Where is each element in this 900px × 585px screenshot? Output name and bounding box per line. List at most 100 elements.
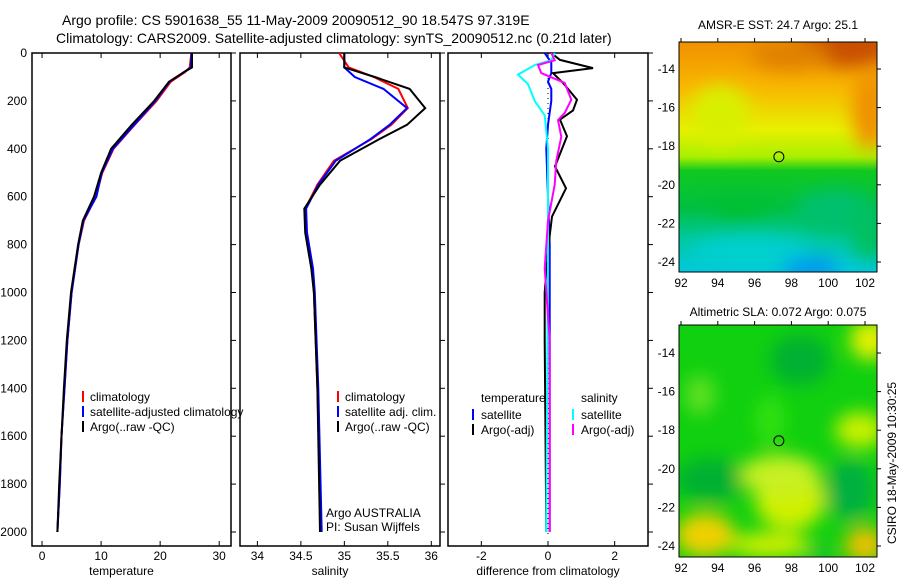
y-tick-label: 2000 — [0, 525, 27, 539]
map-title: Altimetric SLA: 0.072 Argo: 0.075 — [690, 305, 867, 319]
legend-swatch — [82, 391, 84, 402]
legend-header-temperature: temperature — [481, 391, 546, 405]
legend-header-salinity: salinity — [581, 391, 618, 405]
y-tick-label: 600 — [7, 190, 27, 204]
x-tick-label: 34.5 — [289, 549, 313, 563]
legend-swatch — [337, 391, 339, 402]
y-tick-label: 1600 — [0, 429, 27, 443]
legend-label: climatology — [345, 390, 405, 404]
title-line1: Argo profile: CS 5901638_55 11-May-2009 … — [62, 12, 530, 28]
field-blob — [845, 527, 877, 557]
x-axis-label: salinity — [312, 564, 349, 578]
x-tick-label: 35.5 — [376, 549, 400, 563]
x-tick-label: 2 — [611, 549, 618, 563]
field-blob — [835, 412, 877, 448]
field-blob — [730, 533, 810, 557]
field-blob — [750, 42, 830, 70]
lat-tick-label: -20 — [658, 462, 676, 476]
legend-label: climatology — [90, 390, 150, 404]
field-blob — [770, 335, 830, 385]
x-tick-label: 0 — [39, 549, 46, 563]
series-argo-raw-qc- — [303, 53, 427, 533]
map-field — [679, 325, 877, 557]
lon-tick-label: 92 — [674, 276, 688, 290]
y-tick-label: 0 — [20, 46, 27, 60]
field-blob — [852, 70, 877, 150]
lon-tick-label: 94 — [711, 276, 725, 290]
field-blob — [690, 85, 750, 145]
map-title: AMSR-E SST: 24.7 Argo: 25.1 — [698, 18, 858, 32]
title-line2: Climatology: CARS2009. Satellite-adjuste… — [56, 30, 612, 46]
legend-swatch — [472, 424, 474, 435]
field-blob — [805, 547, 835, 557]
series-salinity-argo-adj- — [536, 52, 573, 532]
legend-swatch — [572, 424, 574, 435]
field-blob — [690, 237, 810, 267]
lat-tick-label: -18 — [658, 423, 676, 437]
lon-tick-label: 98 — [785, 276, 799, 290]
series-argo-raw-qc- — [56, 53, 193, 533]
series-temperature-satellite — [543, 52, 553, 532]
field-blob — [850, 325, 877, 360]
sst-field — [679, 42, 877, 272]
map-frame — [678, 41, 878, 273]
y-tick-label: 1200 — [0, 333, 27, 347]
lon-tick-label: 100 — [818, 276, 838, 290]
x-tick-label: -2 — [476, 549, 487, 563]
argo-position-marker — [773, 435, 785, 447]
plot-frame — [239, 52, 441, 547]
panel-temperature: 0 10 20 30 temperature 0 200 400 600 800 1000 1200 1… — [0, 46, 243, 578]
legend-label: Argo(-adj) — [581, 423, 634, 437]
x-tick-label: 30 — [213, 549, 227, 563]
legend-label: satellite adj. clim. — [345, 405, 436, 419]
x-tick-label: 0 — [545, 549, 552, 563]
lat-tick-label: -14 — [658, 346, 676, 360]
field-blob — [782, 258, 838, 272]
legend-label: Argo(..raw -QC) — [90, 420, 175, 434]
annotation: PI: Susan Wijffels — [326, 520, 420, 534]
legend-swatch — [572, 409, 574, 420]
lon-tick-label: 96 — [748, 276, 762, 290]
field-blob — [679, 458, 745, 502]
lat-tick-label: -16 — [658, 101, 676, 115]
lat-tick-label: -18 — [658, 139, 676, 153]
lon-tick-label: 100 — [818, 561, 838, 575]
y-tick-label: 800 — [7, 238, 27, 252]
lat-tick-label: -22 — [658, 500, 676, 514]
lon-tick-label: 102 — [855, 561, 875, 575]
x-tick-label: 20 — [153, 549, 167, 563]
field-blob — [755, 395, 785, 445]
legend-swatch — [472, 409, 474, 420]
lat-tick-label: -16 — [658, 385, 676, 399]
map-field — [679, 42, 877, 272]
field-blob — [825, 460, 875, 520]
legend-label: Argo(-adj) — [481, 423, 534, 437]
y-tick-label: 200 — [7, 94, 27, 108]
series-satellite-adjusted-climatology — [56, 52, 193, 533]
x-tick-label: 10 — [94, 549, 108, 563]
series-temperature-argo-adj- — [543, 52, 594, 533]
field-blob — [850, 200, 877, 260]
field-blob — [740, 455, 820, 495]
legend-label: satellite — [481, 408, 522, 422]
field-blob — [685, 375, 715, 415]
lon-tick-label: 94 — [711, 561, 725, 575]
y-tick-label: 1400 — [0, 381, 27, 395]
lat-tick-label: -20 — [658, 178, 676, 192]
side-label: CSIRO 18-May-2009 10:30:25 — [885, 382, 899, 544]
y-tick-label: 1000 — [0, 286, 27, 300]
lat-tick-label: -14 — [658, 62, 676, 76]
panel-salinity: 34 34.5 35 35.5 36 salinity climatologysatelli… — [239, 52, 445, 578]
series-climatology — [56, 52, 193, 533]
field-blob — [710, 193, 770, 217]
series-satellite-adj-clim- — [305, 53, 409, 533]
x-axis-label: temperature — [89, 564, 154, 578]
legend-swatch — [337, 421, 339, 432]
x-tick-label: 36 — [425, 549, 439, 563]
legend-label: Argo(..raw -QC) — [345, 420, 430, 434]
field-blob — [679, 513, 735, 557]
lon-tick-label: 98 — [785, 561, 799, 575]
x-axis-label: difference from climatology — [476, 564, 619, 578]
sst-map: AMSR-E SST: 24.7 Argo: 25.1 92 94 96 98 100 10… — [658, 18, 881, 290]
